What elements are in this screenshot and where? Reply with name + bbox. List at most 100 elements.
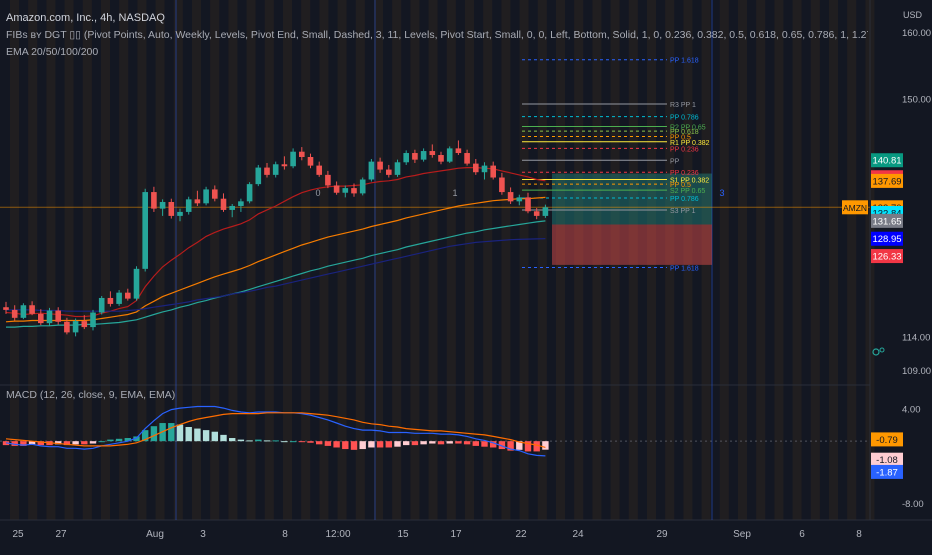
session-band	[246, 0, 256, 520]
session-band	[264, 0, 274, 520]
session-bands	[10, 0, 875, 520]
candle-body	[351, 188, 357, 194]
candle-body	[81, 321, 88, 328]
candle-body	[446, 148, 453, 162]
macd-axis-tick: 4.00	[902, 405, 921, 416]
session-band	[301, 0, 311, 520]
macd-histogram-bar	[11, 441, 18, 446]
session-band	[319, 0, 329, 520]
fib-zone-lower	[552, 224, 712, 265]
macd-histogram-bar	[142, 430, 149, 442]
session-band	[155, 0, 165, 520]
session-band	[392, 0, 402, 520]
tradingview-logo-icon	[872, 347, 885, 356]
fib-zone-upper	[552, 173, 712, 225]
session-band	[756, 0, 766, 520]
session-band	[501, 0, 511, 520]
macd-histogram-bar	[220, 434, 227, 442]
session-band	[829, 0, 838, 520]
candle-body	[98, 297, 105, 313]
macd-label-text: -1.08	[876, 455, 898, 466]
session-band	[610, 0, 620, 520]
pivot-annotation: 1	[452, 188, 457, 198]
macd-histogram-bar	[98, 441, 105, 443]
fib-level-label: PP 1.618	[670, 266, 699, 273]
macd-histogram-bar	[89, 441, 97, 444]
macd-histogram-bar	[429, 441, 436, 444]
macd-histogram-bar	[472, 441, 479, 446]
macd-histogram-bar	[150, 426, 158, 442]
session-band	[628, 0, 638, 520]
session-band	[173, 0, 183, 520]
candle-body	[238, 201, 244, 206]
session-band	[701, 0, 711, 520]
macd-histogram-bar	[115, 438, 123, 442]
session-band	[556, 0, 565, 520]
macd-histogram-bar	[255, 439, 262, 442]
candle-body	[342, 188, 349, 193]
candle-body	[46, 310, 53, 324]
candle-body	[246, 184, 253, 202]
macd-histogram-bar	[185, 426, 192, 442]
candle-body	[359, 179, 366, 194]
candle-body	[107, 297, 114, 304]
candle-body	[177, 211, 183, 216]
candle-body	[20, 305, 27, 318]
price-labels: 140.81138.24137.69133.7033:04132.84131.6…	[871, 153, 903, 264]
time-axis-tick: 29	[656, 529, 668, 540]
candle-body	[412, 153, 418, 160]
time-axis-tick: 15	[397, 529, 409, 540]
price-label-text: 140.81	[872, 156, 901, 167]
candle-body	[281, 164, 288, 167]
macd-histogram-bar	[455, 441, 462, 444]
candle-body	[90, 312, 96, 328]
macd-histogram-bar	[411, 441, 419, 446]
price-label-text: 137.69	[872, 176, 901, 187]
time-axis-tick: 3	[200, 529, 206, 540]
session-band	[592, 0, 602, 520]
session-band	[10, 0, 19, 520]
macd-histogram-bar	[490, 441, 497, 448]
session-band	[774, 0, 784, 520]
session-band	[738, 0, 747, 520]
fib-level-label: PP 0.786	[670, 115, 699, 122]
macd-indicator-legend[interactable]: MACD (12, 26, close, 9, EMA, EMA)	[6, 389, 176, 401]
macd-histogram-bar	[246, 440, 253, 442]
fib-indicator-legend[interactable]: FIBs ʙʏ DGT ▯▯ (Pivot Points, Auto, Week…	[6, 29, 868, 41]
time-axis-tick: 8	[282, 529, 288, 540]
candle-body	[490, 165, 496, 178]
fib-level-label: S2 PP 0.65	[670, 188, 705, 195]
session-band	[210, 0, 220, 520]
candle-body	[203, 189, 209, 204]
ticker-tag-badge	[842, 200, 868, 215]
candle-body	[307, 156, 314, 166]
candle-body	[220, 198, 227, 210]
candle-body	[212, 189, 218, 199]
macd-histogram-bar	[20, 441, 27, 446]
session-band	[355, 0, 365, 520]
macd-histogram-bar	[437, 441, 445, 445]
candle-body	[481, 165, 488, 173]
fib-level-label: R3 PP 1	[670, 102, 696, 109]
macd-histogram-bar	[298, 441, 305, 443]
macd-histogram-bar	[533, 441, 540, 452]
candles	[3, 140, 549, 337]
macd-histogram-bar	[237, 439, 245, 442]
macd-histogram-bar	[316, 441, 323, 445]
macd-label-badge	[871, 464, 903, 479]
candle-body	[151, 192, 157, 209]
price-label-badge	[871, 213, 903, 228]
symbol-title[interactable]: Amazon.com, Inc., 4h, NASDAQ	[6, 12, 165, 24]
ema-indicator-legend[interactable]: EMA 20/50/100/200	[6, 46, 99, 58]
session-band	[337, 0, 347, 520]
macd-histogram-bar	[194, 428, 201, 442]
macd-histogram-bar	[176, 424, 184, 442]
session-band	[428, 0, 438, 520]
macd-axis: 4.00 -8.00 -0.79 -1.08-1.87	[871, 405, 924, 510]
macd-histogram-bar	[368, 441, 375, 448]
time-axis-tick: 24	[572, 529, 584, 540]
candle-body	[133, 268, 140, 299]
fib-level-label: R2 PP 0.65	[670, 125, 706, 132]
